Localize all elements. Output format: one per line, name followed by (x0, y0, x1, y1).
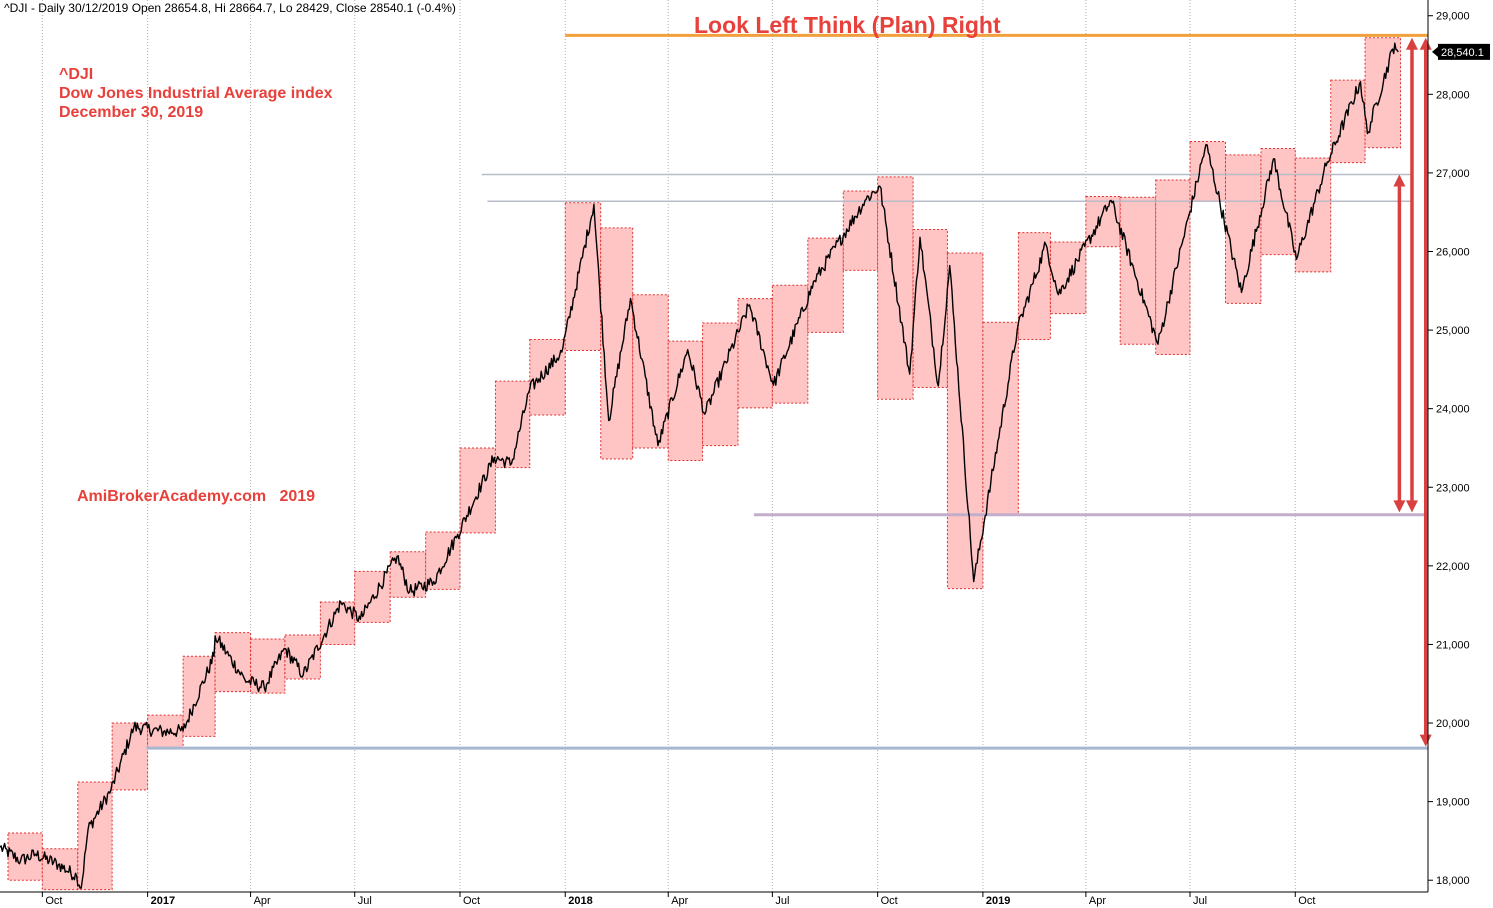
arrow-head-down (1405, 500, 1418, 513)
x-tick-label: Oct (1298, 895, 1315, 907)
month-range-box (1364, 37, 1402, 149)
dji-price-line (0, 42, 1399, 889)
arrow-right (1419, 37, 1432, 747)
header-info: ^DJI - Daily 30/12/2019 Open 28654.8, Hi… (4, 1, 456, 15)
x-tick-label: Oct (881, 895, 898, 907)
y-tick-label: 20,000 (1436, 718, 1470, 730)
arrow-head-down (1393, 500, 1406, 513)
y-tick-label: 22,000 (1436, 561, 1470, 573)
chart-text: ^DJI - Daily 30/12/2019 Open 28654.8, Hi… (4, 1, 1001, 505)
x-tick-label: Apr (671, 895, 688, 907)
date-label: December 30, 2019 (59, 104, 203, 121)
month-range-box (494, 380, 531, 469)
y-tick-label: 19,000 (1436, 797, 1470, 809)
arrow-head-down (1419, 734, 1432, 747)
y-tick-label: 25,000 (1436, 325, 1470, 337)
x-tick-label: Jul (1193, 895, 1207, 907)
month-range-box (1330, 79, 1366, 164)
x-tick-label: Apr (254, 895, 271, 907)
x-tick-label: Jul (358, 895, 372, 907)
chart-title: Look Left Think (Plan) Right (694, 12, 1001, 38)
month-range-box (1119, 196, 1157, 345)
symbol-label: ^DJI (59, 66, 93, 83)
y-tick-label: 24,000 (1436, 404, 1470, 416)
y-tick-label: 18,000 (1436, 875, 1470, 887)
arrow-mid (1405, 37, 1418, 513)
arrow-head-up (1405, 37, 1418, 50)
x-tick-label: 2017 (151, 895, 175, 907)
watermark-label: AmiBrokerAcademy.com 2019 (77, 488, 315, 505)
month-range-box (807, 237, 844, 333)
last-price-box (1438, 43, 1490, 60)
x-tick-label: Jul (775, 895, 789, 907)
monthly-range-boxes (7, 37, 1402, 891)
month-range-box (600, 227, 634, 460)
arrow-head-up (1419, 37, 1432, 50)
last-price-label: 28,540.1 (1441, 47, 1484, 59)
arrow-head-up (1393, 174, 1406, 187)
month-range-box (632, 294, 669, 449)
y-tick-label: 23,000 (1436, 482, 1470, 494)
y-tick-label: 27,000 (1436, 168, 1470, 180)
month-range-box (1155, 179, 1191, 355)
range-arrows (1393, 37, 1432, 747)
month-range-box (912, 228, 948, 388)
month-range-box (702, 322, 739, 447)
x-tick-label: Oct (463, 895, 480, 907)
index-name-label: Dow Jones Industrial Average index (59, 85, 333, 102)
y-tick-label: 28,000 (1436, 89, 1470, 101)
x-tick-label: 2019 (986, 895, 1010, 907)
y-tick-label: 29,000 (1436, 11, 1470, 23)
arrow-left (1393, 174, 1406, 513)
month-range-box (1017, 232, 1051, 341)
x-tick-label: Apr (1089, 895, 1106, 907)
y-tick-label: 21,000 (1436, 639, 1470, 651)
month-range-box (111, 722, 149, 791)
month-range-box (737, 298, 773, 409)
y-tick-label: 26,000 (1436, 246, 1470, 258)
price-series (0, 42, 1399, 889)
month-range-box (667, 340, 704, 462)
month-range-box (529, 339, 566, 416)
x-tick-label: Oct (45, 895, 62, 907)
x-tick-label: 2018 (568, 895, 592, 907)
last-price-pointer (1432, 46, 1438, 57)
reference-lines (146, 33, 1428, 750)
